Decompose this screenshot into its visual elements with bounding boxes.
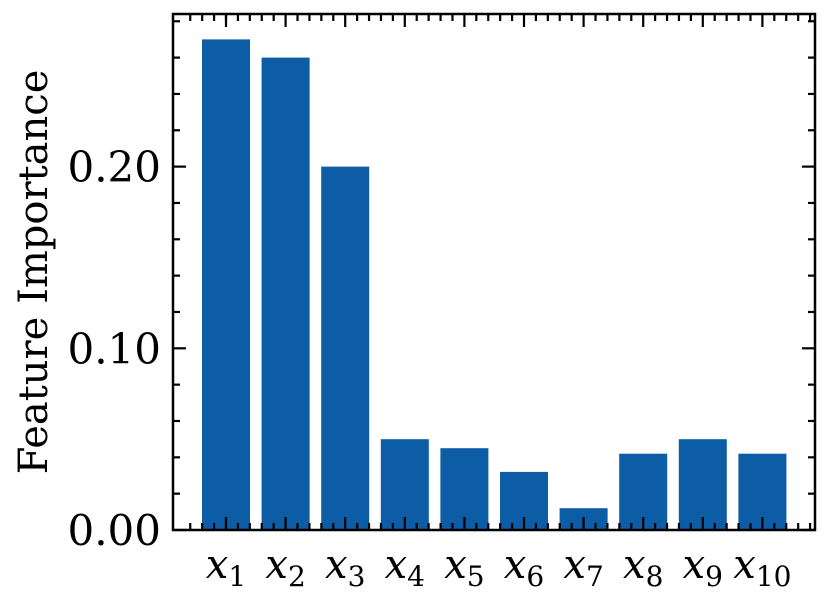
bar-5: [440, 448, 489, 530]
x-tick-label: x9: [683, 542, 723, 593]
bar-3: [321, 166, 370, 530]
y-axis-label: Feature Importance: [11, 70, 57, 475]
bar-9: [678, 439, 727, 530]
x-tick-label: x3: [325, 542, 365, 593]
x-tick-label: x4: [385, 542, 425, 593]
y-tick-label: 0.20: [67, 143, 161, 192]
x-tick-label: x2: [265, 542, 305, 593]
x-tick-label: x5: [444, 542, 484, 593]
bar-1: [202, 39, 250, 531]
y-tick-label: 0.10: [67, 324, 161, 373]
x-tick-label: x10: [733, 542, 791, 593]
bar-4: [380, 439, 429, 530]
x-tick-labels: x1 x2 x3 x4 x5 x6 x7 x8 x9 x10: [206, 542, 792, 593]
x-tick-label: x6: [504, 542, 544, 593]
plot-frame: [171, 12, 817, 532]
bar-2: [261, 57, 310, 530]
bars-group: [202, 39, 787, 531]
x-tick-label: x7: [563, 542, 603, 593]
y-tick-labels: 0.00 0.10 0.20: [67, 143, 161, 555]
x-tick-label: x8: [623, 542, 663, 593]
y-tick-label: 0.00: [67, 506, 161, 555]
x-tick-label: x1: [206, 542, 246, 593]
